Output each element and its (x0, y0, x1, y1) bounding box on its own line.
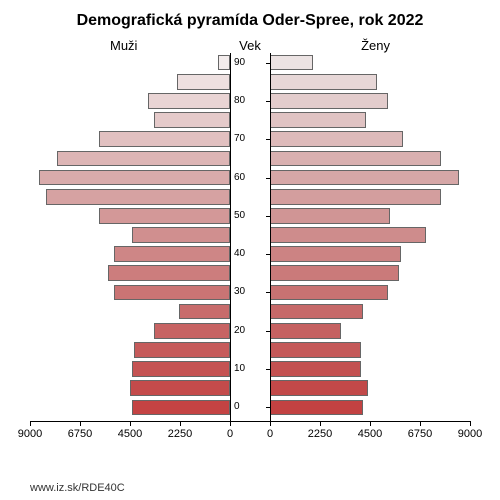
x-tick-mark (230, 421, 231, 426)
age-tick-label: 80 (228, 95, 270, 106)
pyramid-chart: Demografická pyramída Oder-Spree, rok 20… (0, 0, 500, 500)
bar-female (270, 74, 377, 90)
age-tick-label: 50 (228, 210, 270, 221)
bar-female (270, 227, 426, 243)
bar-female (270, 380, 368, 396)
bar-female (270, 93, 388, 109)
x-tick-mark (180, 421, 181, 426)
bar-male (154, 323, 230, 339)
x-tick-mark (130, 421, 131, 426)
x-tick-label: 9000 (452, 428, 488, 440)
bar-male (108, 265, 230, 281)
x-tick-label: 2250 (162, 428, 198, 440)
x-tick-mark (30, 421, 31, 426)
age-tick-label: 30 (228, 286, 270, 297)
bar-female (270, 131, 403, 147)
bar-male (132, 227, 230, 243)
bar-male (177, 74, 230, 90)
bar-female (270, 151, 441, 167)
age-tick-label: 0 (228, 401, 270, 412)
x-tick-label: 0 (252, 428, 288, 440)
bar-male (179, 304, 230, 320)
x-tick-label: 2250 (302, 428, 338, 440)
age-tick-label: 90 (228, 57, 270, 68)
age-tick-label: 10 (228, 363, 270, 374)
bar-female (270, 323, 341, 339)
x-tick-label: 0 (212, 428, 248, 440)
bar-male (46, 189, 230, 205)
x-tick-mark (370, 421, 371, 426)
bar-male (39, 170, 230, 186)
bar-male (132, 400, 230, 416)
bar-female (270, 246, 401, 262)
bar-male (154, 112, 230, 128)
bar-female (270, 304, 363, 320)
x-tick-label: 9000 (12, 428, 48, 440)
bar-female (270, 208, 390, 224)
age-tick-label: 60 (228, 172, 270, 183)
bar-female (270, 55, 313, 71)
bar-male (132, 361, 230, 377)
bar-female (270, 400, 363, 416)
x-tick-mark (320, 421, 321, 426)
bar-male (57, 151, 230, 167)
age-tick-label: 70 (228, 133, 270, 144)
x-tick-label: 6750 (62, 428, 98, 440)
bar-female (270, 342, 361, 358)
bar-female (270, 112, 366, 128)
chart-title: Demografická pyramída Oder-Spree, rok 20… (0, 12, 500, 30)
x-tick-label: 6750 (402, 428, 438, 440)
x-tick-mark (80, 421, 81, 426)
bar-female (270, 285, 388, 301)
x-tick-mark (270, 421, 271, 426)
bar-male (99, 131, 230, 147)
bar-male (130, 380, 230, 396)
x-tick-mark (470, 421, 471, 426)
bar-female (270, 265, 399, 281)
bar-female (270, 170, 459, 186)
bar-male (148, 93, 230, 109)
bar-female (270, 361, 361, 377)
x-axis-line (30, 421, 470, 422)
y-baseline (270, 53, 271, 421)
x-tick-label: 4500 (112, 428, 148, 440)
bar-male (99, 208, 230, 224)
x-tick-label: 4500 (352, 428, 388, 440)
y-baseline (230, 53, 231, 421)
bar-male (114, 285, 230, 301)
age-tick-label: 20 (228, 325, 270, 336)
bar-female (270, 189, 441, 205)
plot-area: 9080706050403020100900067504500225000225… (30, 45, 470, 445)
footer-link[interactable]: www.iz.sk/RDE40C (30, 482, 125, 494)
age-tick-label: 40 (228, 248, 270, 259)
bar-male (114, 246, 230, 262)
bar-male (134, 342, 230, 358)
x-tick-mark (420, 421, 421, 426)
